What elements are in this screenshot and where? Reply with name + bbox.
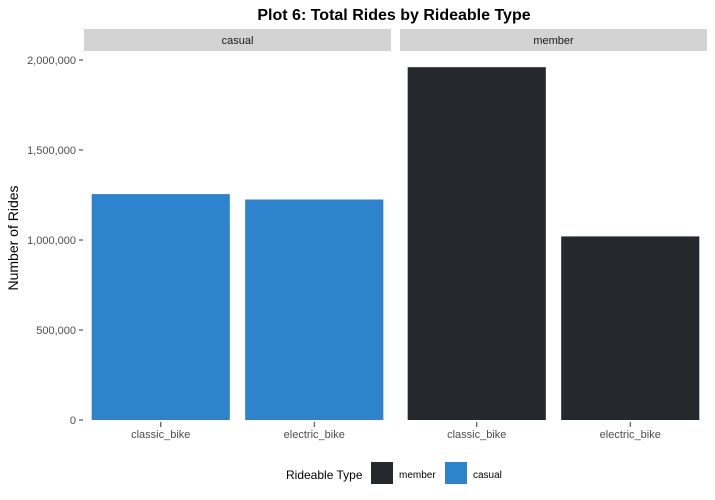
y-tick-label: 1,500,000	[27, 145, 76, 157]
x-tick-label: electric_bike	[284, 429, 345, 441]
y-tick-label: 500,000	[36, 325, 76, 337]
y-tick-label: 2,000,000	[27, 55, 76, 67]
bar-casual-electric_bike	[245, 199, 384, 420]
legend-key-member	[371, 462, 393, 484]
facet-strip-label: casual	[222, 35, 254, 47]
facet-strip-casual	[84, 29, 391, 51]
x-tick-label: electric_bike	[600, 429, 661, 441]
bar-member-electric_bike	[561, 236, 700, 420]
bar-member-classic_bike	[407, 67, 546, 420]
legend-label-member: member	[399, 470, 436, 481]
facet-strip-member	[400, 29, 707, 51]
legend-label-casual: casual	[473, 470, 502, 481]
bar-casual-classic_bike	[91, 194, 230, 420]
x-tick-label: classic_bike	[131, 429, 190, 441]
y-axis-title: Number of Rides	[5, 185, 21, 290]
legend-title: Rideable Type	[286, 468, 363, 482]
legend: Rideable Type member casual	[286, 462, 502, 484]
x-tick-label: classic_bike	[447, 429, 506, 441]
y-tick-label: 0	[70, 415, 76, 427]
legend-key-casual	[445, 462, 467, 484]
plot-area: 0 500,000 1,000,000 1,500,000 2,000,000 casua…	[27, 29, 707, 441]
chart-title: Plot 6: Total Rides by Rideable Type	[257, 7, 530, 24]
y-tick-label: 1,000,000	[27, 235, 76, 247]
facet-strip-label: member	[533, 35, 574, 47]
